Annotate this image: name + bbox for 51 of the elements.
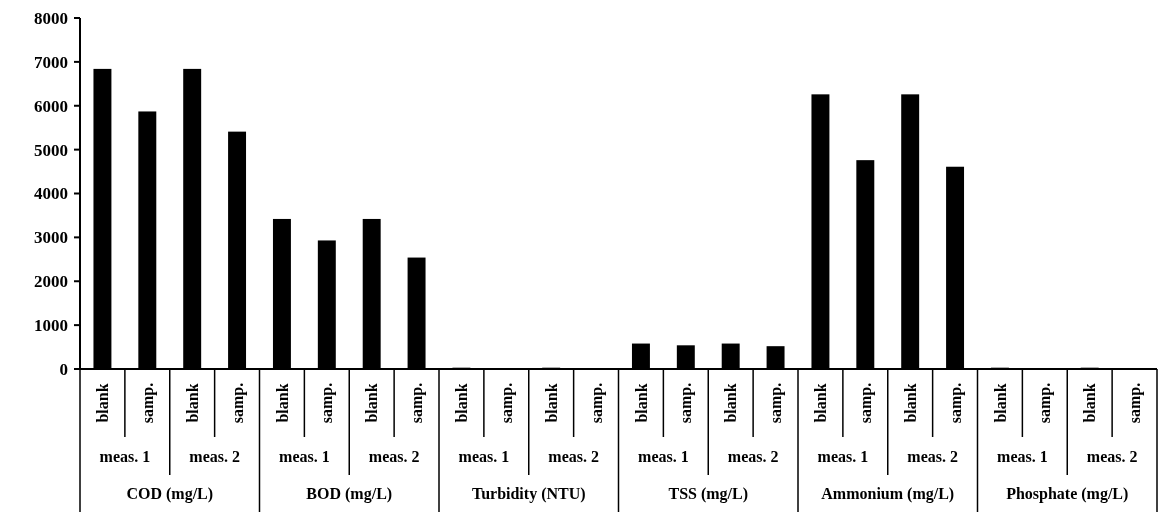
x-tick-label: blank	[363, 383, 381, 423]
y-tick-label: 1000	[34, 316, 68, 336]
x-tick-label: blank	[1081, 383, 1099, 423]
text: TSS (mg/L)	[668, 485, 749, 504]
x-tick-label: samp.	[1036, 382, 1055, 424]
x-tick-label: blank	[542, 383, 560, 423]
text: Phosphate (mg/L)	[1006, 485, 1129, 504]
y-tick-label: 4000	[34, 184, 68, 204]
x-tick-label: samp.	[946, 382, 965, 424]
text: meas. 2	[907, 447, 958, 465]
x-tick-label: samp.	[1126, 382, 1145, 424]
text: meas. 1	[997, 447, 1048, 465]
y-tick-label: 6000	[34, 96, 68, 116]
x-tick-label: blank	[273, 383, 291, 423]
x-tick-label: samp.	[408, 382, 427, 424]
x-tick-label: blank	[812, 383, 830, 423]
x-tick-label: blank	[632, 383, 650, 423]
text: meas. 2	[548, 447, 599, 465]
x-tick-label: samp.	[587, 382, 606, 424]
x-tick-label: samp.	[856, 382, 875, 424]
text: Ammonium (mg/L)	[821, 485, 955, 504]
y-tick-label: 3000	[34, 228, 68, 248]
x-tick-label: blank	[901, 383, 919, 423]
text: meas. 2	[727, 447, 779, 465]
y-tick-label: 0	[59, 359, 68, 379]
x-tick-label: samp.	[677, 382, 696, 424]
x-tick-label: samp.	[138, 382, 157, 424]
x-tick-label: samp.	[497, 382, 516, 424]
x-tick-label: blank	[183, 383, 201, 423]
text: BOD (mg/L)	[306, 485, 393, 504]
y-tick-label: 8000	[34, 8, 68, 28]
text: Turbidity (NTU)	[471, 485, 586, 504]
x-tick-label: blank	[453, 383, 471, 423]
x-tick-label: samp.	[767, 382, 786, 424]
x-tick-label: blank	[991, 383, 1009, 423]
text: meas. 1	[638, 447, 689, 465]
text: meas. 1	[458, 447, 510, 465]
x-tick-label: samp.	[318, 382, 337, 424]
y-tick-label: 2000	[34, 272, 68, 292]
text: meas. 1	[817, 447, 869, 465]
text: meas. 2	[1086, 447, 1138, 465]
x-tick-label: samp.	[228, 382, 247, 424]
text: COD (mg/L)	[126, 485, 214, 504]
text: meas. 2	[368, 447, 420, 465]
y-tick-label: 7000	[34, 52, 68, 72]
y-tick-label: 5000	[34, 140, 68, 160]
text: meas. 1	[279, 447, 330, 465]
x-tick-label: blank	[722, 383, 740, 423]
x-tick-label: blank	[94, 383, 112, 423]
text: meas. 1	[99, 447, 151, 465]
text: meas. 2	[189, 447, 240, 465]
